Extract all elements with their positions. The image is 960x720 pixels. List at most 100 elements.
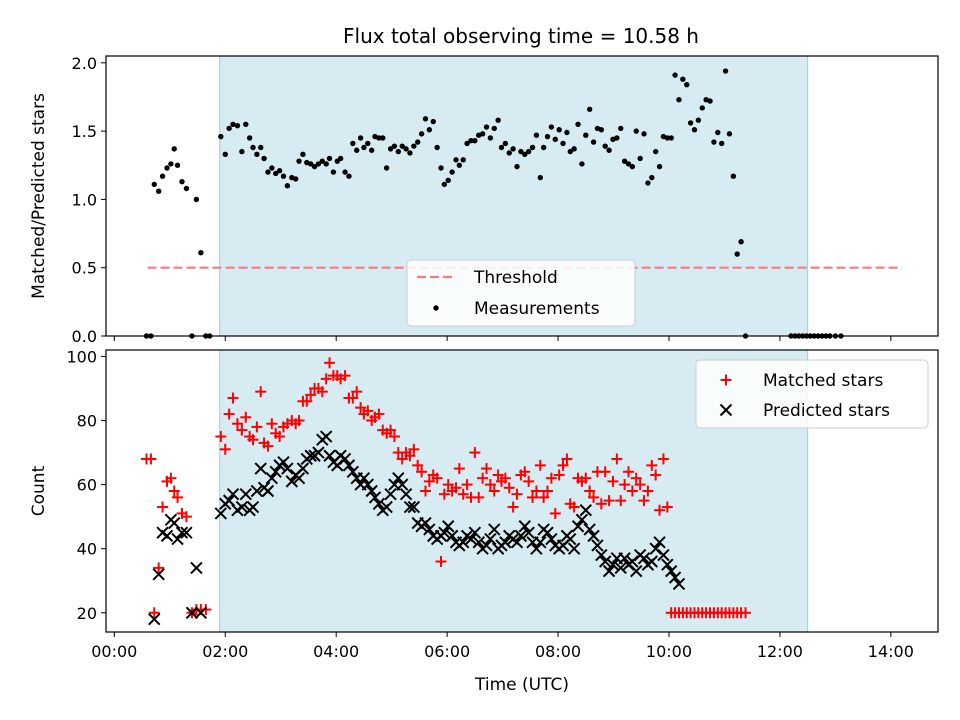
matched-star-point (650, 469, 662, 481)
measurement-point (151, 181, 157, 188)
matched-star-point (240, 411, 252, 423)
predicted-star-point (442, 520, 455, 533)
predicted-star-point (250, 484, 264, 498)
x-stroke-b (472, 536, 485, 549)
measurement-point (350, 140, 356, 147)
x-stroke-b (235, 500, 249, 514)
measurement-point (472, 137, 478, 144)
matched-star-point (503, 482, 515, 494)
matched-star-point (408, 443, 420, 455)
measurement-point (438, 165, 444, 171)
measurement-point (159, 173, 166, 179)
predicted-star-point (575, 513, 589, 527)
predicted-star-point (602, 564, 616, 578)
measurement-point (441, 181, 448, 188)
x-stroke-b (545, 532, 558, 546)
matched-star-point (740, 607, 752, 619)
predicted-star-point (499, 536, 512, 549)
matched-star-point (477, 472, 489, 484)
legend-box (695, 359, 929, 429)
y-tick-label: 80 (77, 412, 97, 431)
measurement-point (498, 144, 505, 151)
matched-star-point (148, 607, 160, 619)
measurement-point (730, 173, 737, 179)
top-panel: 0.0 0.5 1.0 1.5 2.0 Matched/Predicted stars Th… (29, 54, 939, 346)
x-stroke-b (438, 526, 451, 539)
measurement-point (487, 135, 494, 141)
measurement-point (656, 163, 663, 170)
x-stroke-b (668, 571, 682, 584)
measurement-point (218, 133, 224, 140)
predicted-star-point (395, 478, 409, 491)
measurement-point (174, 162, 181, 168)
x-tick-label: 14:00 (868, 642, 914, 661)
matched-star-point (488, 485, 500, 497)
x-stroke-b (514, 529, 528, 543)
matched-star-point (469, 447, 481, 459)
x-stroke-b (384, 487, 397, 501)
matched-star-point (642, 485, 654, 497)
matched-star-point (545, 472, 557, 484)
measurement-point (361, 144, 367, 151)
x-stroke-b (445, 529, 459, 543)
measurement-point (326, 155, 333, 162)
matched-star-point (165, 472, 177, 484)
x-stroke-b (598, 555, 612, 568)
measurement-point (564, 129, 570, 136)
x-stroke-b (510, 536, 524, 549)
measurement-point (483, 124, 490, 130)
x-stroke-b (672, 577, 686, 591)
matched-star-point (172, 491, 184, 503)
x-stroke-b (464, 532, 478, 546)
x-stroke-b (338, 452, 352, 466)
predicted-star-point (185, 606, 199, 619)
matched-star-point (499, 472, 511, 484)
x-stroke-b (285, 475, 299, 488)
x-stroke-b (649, 542, 662, 555)
measurement-point (273, 170, 279, 177)
measurement-point (649, 174, 655, 181)
x-stroke-b (606, 558, 620, 571)
measurement-point (695, 117, 702, 123)
predicted-star-point (346, 465, 360, 478)
x-stroke-b (175, 526, 189, 539)
x-stroke-b (657, 548, 670, 562)
x-stroke-b (265, 471, 279, 485)
matched-star-point (227, 392, 239, 404)
matched-star-point (412, 459, 424, 471)
measurement-point (239, 148, 245, 155)
x-stroke-b (292, 471, 306, 485)
measurement-point (625, 161, 632, 167)
matched-star-point (611, 453, 623, 465)
matched-star-point (168, 485, 180, 497)
measurement-point (652, 148, 659, 155)
x-stroke-b (185, 606, 199, 619)
predicted-star-point (583, 523, 596, 536)
measurement-point (430, 118, 436, 125)
measurement-point (687, 120, 694, 126)
x-tick-label: 06:00 (424, 642, 470, 661)
matched-star-point (457, 488, 469, 500)
x-stroke-b (591, 539, 604, 552)
x-stroke-b (160, 529, 174, 543)
measurement-point (614, 135, 620, 141)
measurement-point (575, 121, 581, 127)
measurement-point (445, 177, 451, 183)
matched-star-point (255, 386, 267, 398)
measurement-point (537, 174, 544, 181)
measurement-point (711, 139, 717, 145)
x-stroke-b (226, 487, 240, 501)
matched-star-point (530, 485, 542, 497)
predicted-star-point (342, 459, 356, 472)
measurement-point (387, 146, 394, 152)
predicted-star-point (160, 529, 174, 543)
predicted-star-point (456, 536, 470, 549)
x-stroke-b (399, 487, 413, 501)
predicted-star-point (419, 516, 432, 530)
measurement-point (506, 150, 512, 156)
predicted-star-point (534, 536, 547, 549)
measurement-point (284, 183, 291, 189)
measurement-point (460, 157, 466, 163)
matched-star-point (615, 495, 627, 507)
